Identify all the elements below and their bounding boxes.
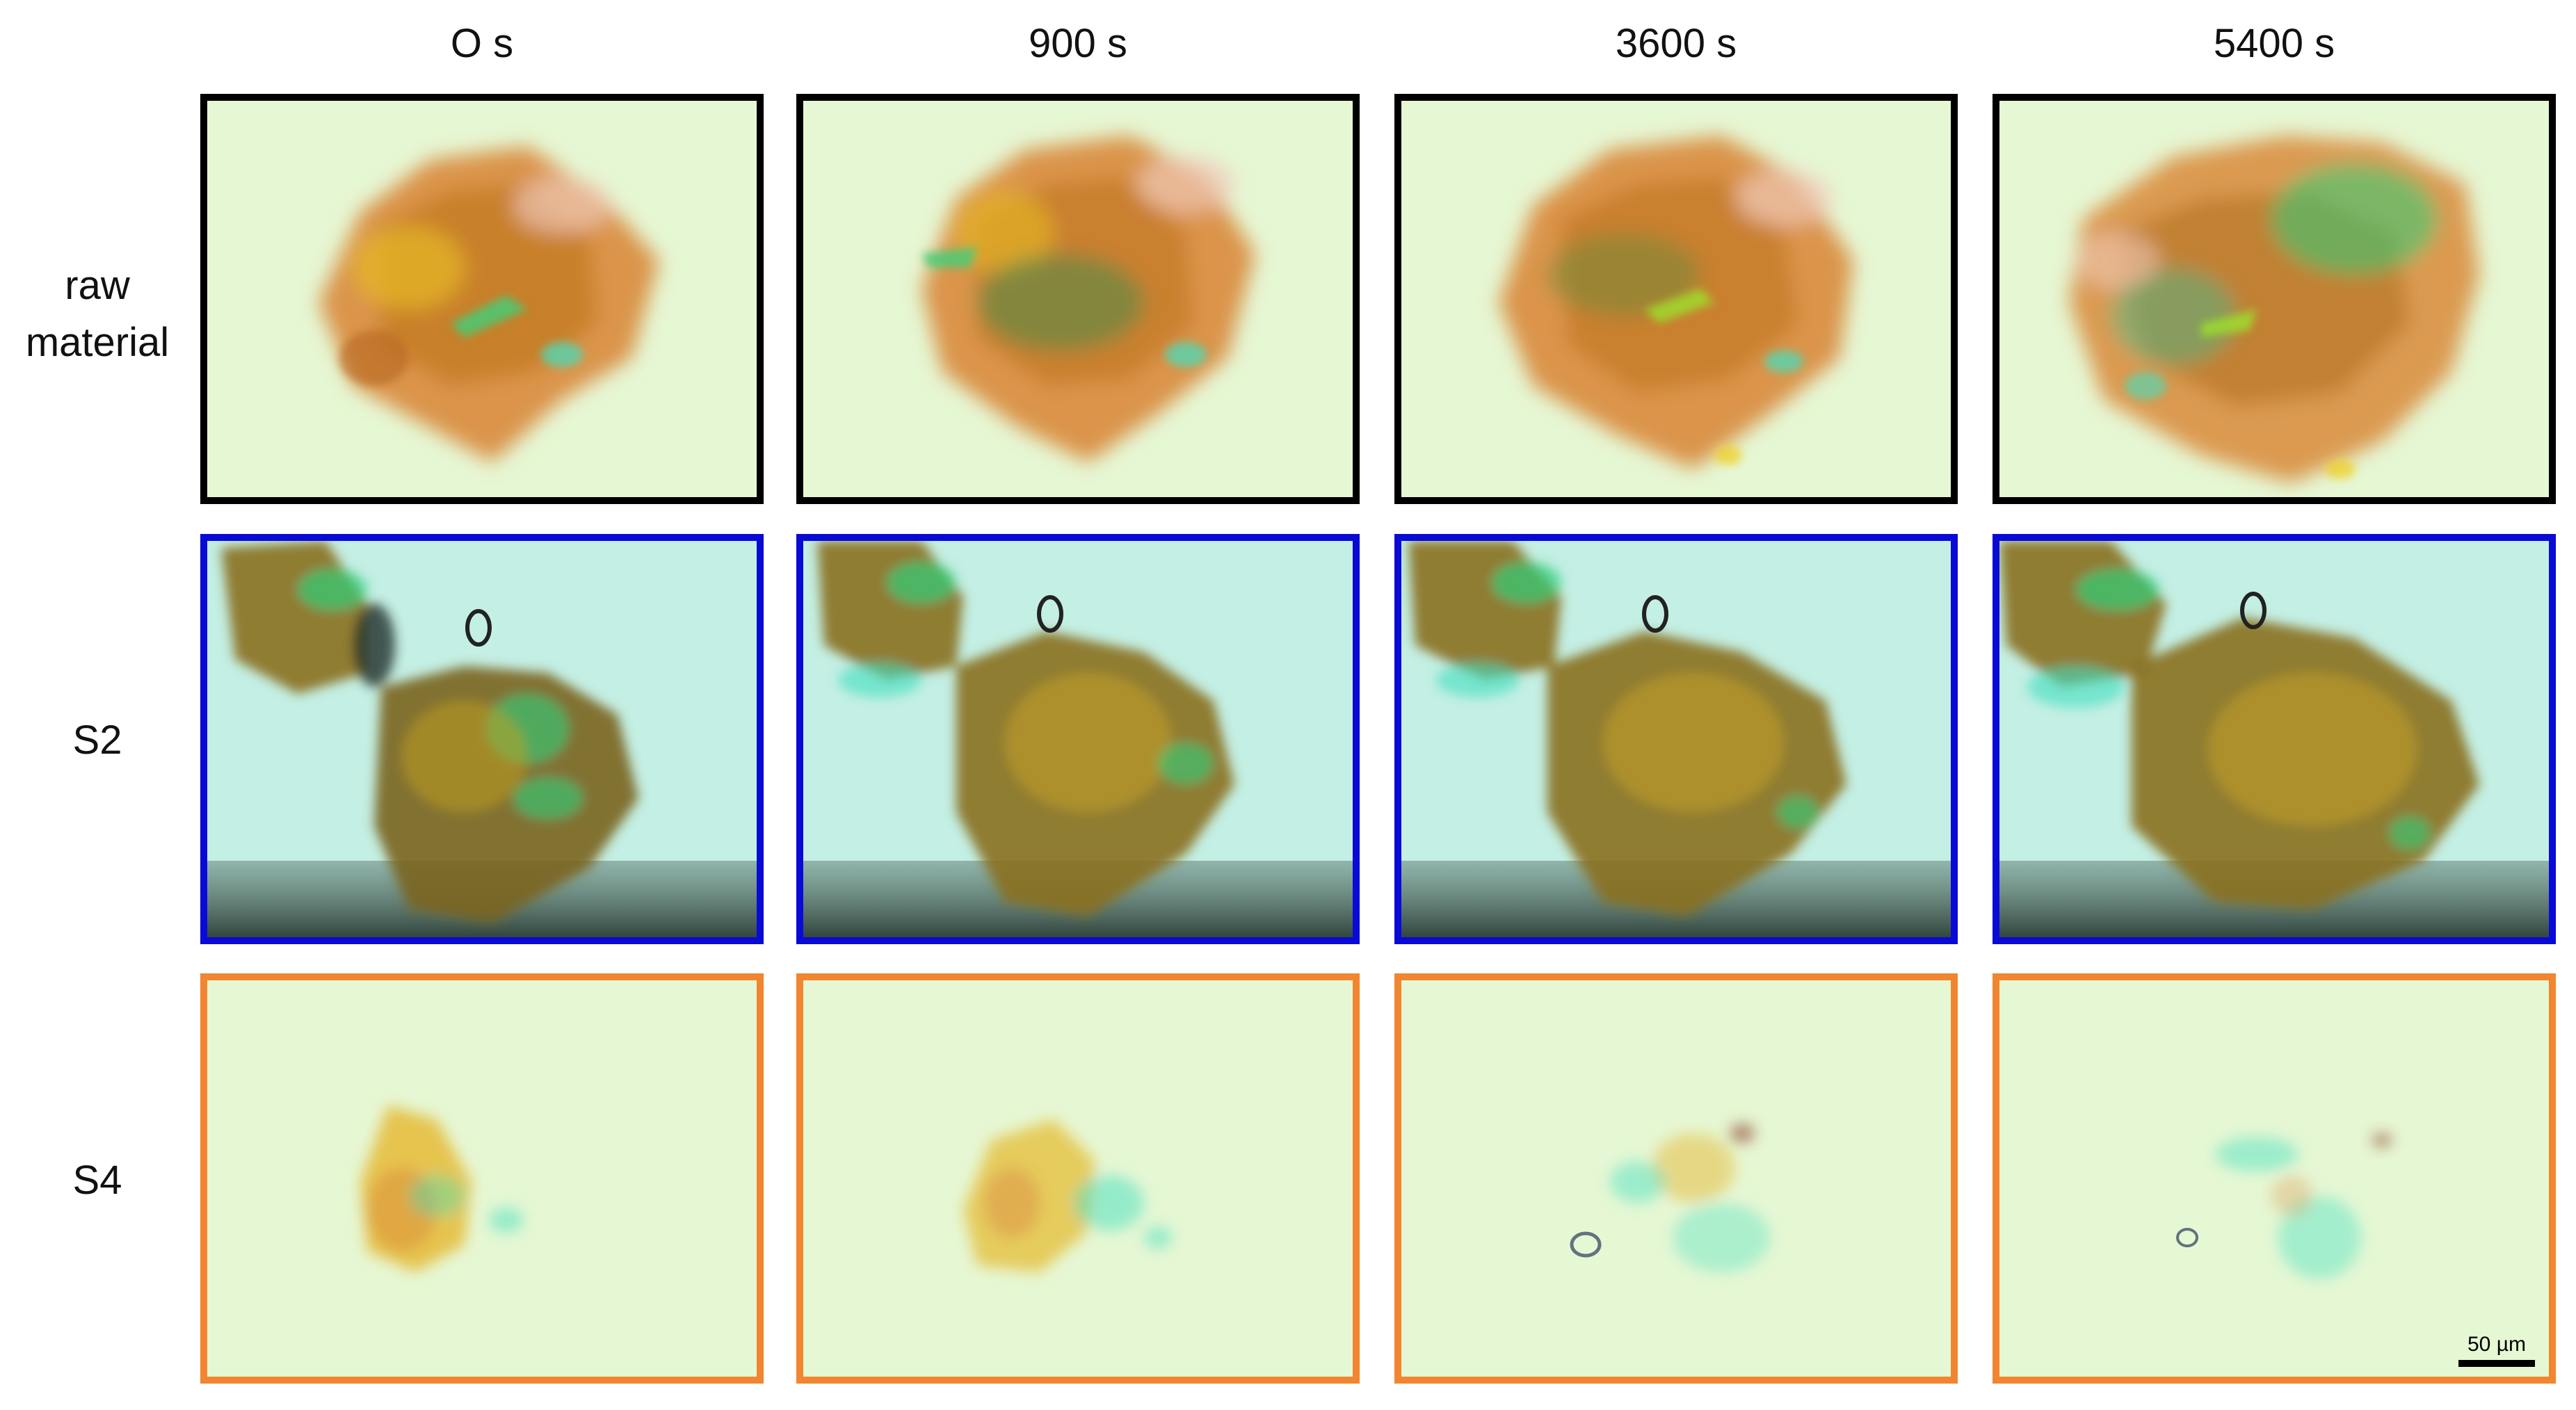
micrograph-s4-900s bbox=[796, 973, 1360, 1384]
micrograph-s4-5400s: 50 µm bbox=[1993, 973, 2556, 1384]
micrograph-raw-3600s bbox=[1394, 94, 1958, 504]
row-label-raw-line1: raw bbox=[65, 263, 130, 308]
scale-bar: 50 µm bbox=[2458, 1332, 2535, 1367]
column-header-0s: O s bbox=[450, 21, 514, 66]
column-header-5400s: 5400 s bbox=[2213, 21, 2335, 66]
micrograph-s2-3600s bbox=[1394, 534, 1958, 944]
particle-image bbox=[796, 541, 1360, 944]
micrograph-s2-900s bbox=[796, 534, 1360, 944]
micrograph-raw-0s bbox=[200, 94, 764, 504]
row-label-s4: S4 bbox=[72, 1158, 122, 1203]
micrograph-raw-5400s bbox=[1993, 94, 2556, 504]
particle-image bbox=[921, 136, 1255, 462]
particle-image bbox=[2176, 1133, 2392, 1279]
column-header-900s: 900 s bbox=[1029, 21, 1127, 66]
particle-image bbox=[2069, 136, 2479, 483]
particle-image bbox=[360, 1105, 524, 1272]
particle-image bbox=[1570, 1124, 1770, 1272]
particle-image bbox=[1993, 541, 2556, 944]
scale-bar-line bbox=[2458, 1360, 2535, 1367]
column-header-3600s: 3600 s bbox=[1615, 21, 1737, 66]
particle-image bbox=[1499, 136, 1853, 469]
particle-image bbox=[1394, 541, 1958, 944]
particle-image bbox=[319, 146, 659, 462]
row-label-raw-material: raw material bbox=[0, 257, 195, 371]
micrograph-s2-5400s bbox=[1993, 534, 2556, 944]
row-label-raw-line2: material bbox=[25, 320, 170, 365]
micrograph-raw-900s bbox=[796, 94, 1360, 504]
micrograph-s2-0s bbox=[200, 534, 764, 944]
particle-image bbox=[200, 541, 764, 944]
micrograph-s4-3600s bbox=[1394, 973, 1958, 1384]
particle-image bbox=[963, 1119, 1172, 1272]
row-label-s2: S2 bbox=[72, 718, 122, 763]
scale-bar-label: 50 µm bbox=[2468, 1333, 2526, 1356]
micrograph-s4-0s bbox=[200, 973, 764, 1384]
